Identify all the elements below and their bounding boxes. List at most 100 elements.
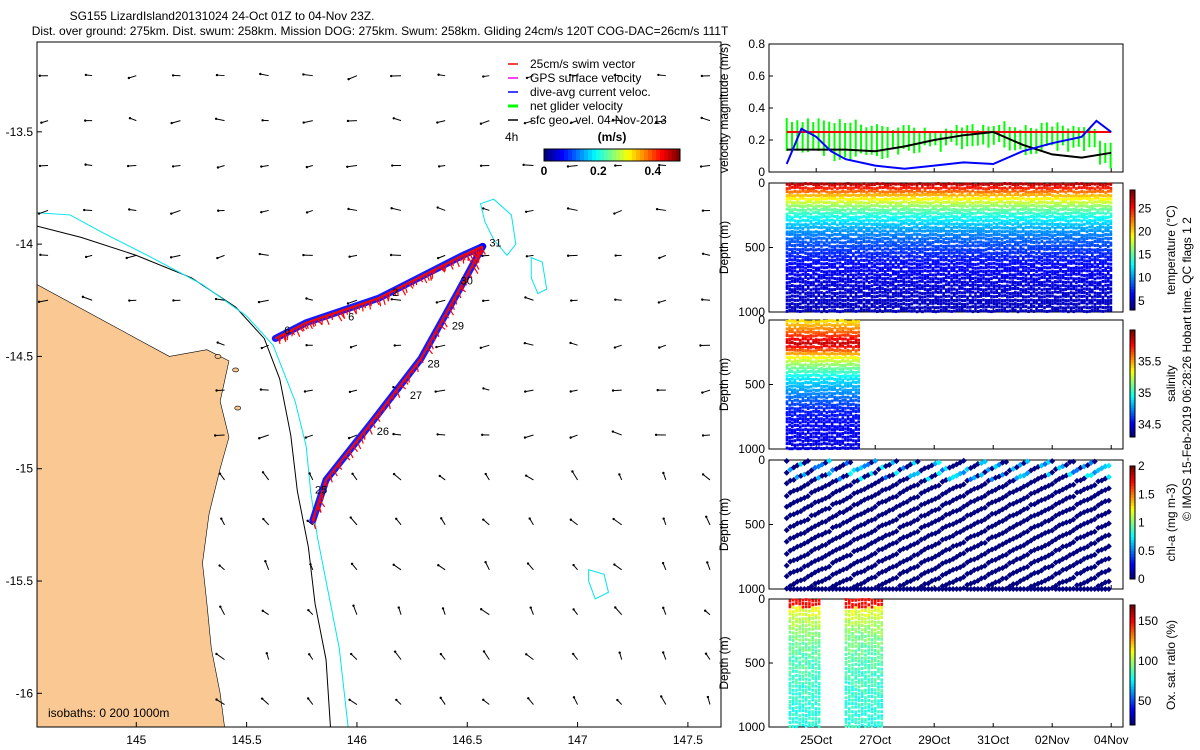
temperature-point: [894, 270, 898, 274]
temperature-point: [785, 244, 789, 248]
temperature-point: [868, 276, 871, 280]
temperature-point: [923, 229, 927, 233]
temperature-point: [875, 201, 879, 205]
temperature-point: [921, 190, 924, 194]
temperature-point: [982, 232, 985, 236]
isobath-label: isobaths: 0 200 1000m: [48, 706, 169, 720]
colorbar-swatch: [580, 149, 585, 161]
temperature-point: [822, 301, 826, 305]
geo-vector-head: [572, 563, 575, 567]
temperature-point: [814, 230, 818, 234]
temperature-point: [854, 250, 858, 254]
temperature-point: [1037, 286, 1041, 290]
temperature-point: [976, 186, 980, 190]
temperature-point: [894, 215, 898, 219]
temperature-point: [1008, 185, 1012, 189]
temperature-point: [822, 284, 826, 288]
temperature-point: [905, 254, 908, 258]
temperature-point: [830, 197, 834, 201]
temperature-point: [814, 252, 818, 256]
temperature-point: [1053, 270, 1057, 274]
legend-note: 4h: [505, 130, 518, 144]
temperature-point: [907, 305, 911, 309]
temperature-point: [987, 194, 991, 198]
temperature-point: [1011, 299, 1014, 303]
temperature-point: [1096, 208, 1099, 212]
temperature-point: [1067, 305, 1070, 309]
temperature-point: [793, 183, 797, 187]
temperature-point: [976, 305, 980, 309]
temperature-point: [1043, 196, 1046, 200]
temperature-point: [875, 234, 879, 238]
temperature-point: [1061, 194, 1065, 198]
temperature-point: [806, 226, 810, 230]
temperature-point: [814, 284, 818, 288]
temperature-point: [955, 236, 959, 240]
temperature-point: [1059, 284, 1062, 288]
temperature-point: [982, 229, 985, 233]
temperature-point: [974, 211, 977, 215]
temperature-point: [806, 211, 810, 215]
temperature-point: [1067, 248, 1070, 252]
temperature-point: [987, 190, 991, 194]
temperature-point: [1024, 279, 1028, 283]
temperature-point: [798, 226, 802, 230]
temperature-point: [822, 201, 826, 205]
temperature-point: [1083, 279, 1086, 283]
temperature-point: [1096, 276, 1099, 280]
temperature-point: [1083, 252, 1086, 256]
temperature-point: [791, 279, 794, 283]
temperature-point: [1053, 233, 1057, 237]
temperature-point: [942, 284, 945, 288]
temperature-point: [836, 287, 839, 291]
temperature-point: [838, 261, 842, 265]
temperature-point: [817, 194, 821, 198]
temperature-point: [873, 295, 876, 299]
temperature-point: [1067, 261, 1070, 265]
temperature-point: [1043, 183, 1046, 187]
temperature-point: [899, 305, 903, 309]
temperature-point: [894, 207, 898, 211]
temperature-point: [1096, 265, 1099, 269]
temperature-point: [905, 298, 908, 302]
temperature-point: [1032, 230, 1036, 234]
colorbar-swatch: [552, 149, 557, 161]
temperature-point: [931, 226, 935, 230]
temperature-point: [918, 198, 922, 202]
temperature-point: [1072, 197, 1076, 201]
temperature-point: [1043, 273, 1046, 277]
temperature-point: [995, 190, 999, 194]
temperature-point: [836, 203, 839, 207]
temperature-point: [806, 258, 810, 262]
temperature-point: [945, 222, 948, 226]
swim-vector: [429, 341, 434, 350]
temperature-point: [1096, 211, 1099, 215]
temperature-point: [854, 255, 858, 259]
temperature-point: [828, 200, 831, 204]
temperature-point: [1011, 183, 1014, 187]
temperature-point: [990, 223, 993, 227]
geo-vector: [437, 254, 446, 259]
temperature-point: [915, 269, 919, 273]
temperature-point: [902, 283, 906, 287]
temperature-point: [886, 295, 890, 299]
temperature-point: [865, 222, 868, 226]
temperature-point: [868, 287, 871, 291]
temperature-point: [1072, 291, 1076, 295]
swim-vector: [449, 261, 454, 270]
temperature-point: [841, 218, 845, 222]
temperature-point: [984, 212, 988, 216]
geo-vector: [524, 434, 534, 439]
temperature-point: [1056, 255, 1060, 259]
temperature-point: [878, 193, 882, 197]
temperature-point: [875, 295, 879, 299]
swim-vector: [356, 440, 362, 450]
temperature-point: [934, 310, 937, 314]
temperature-point: [950, 218, 953, 222]
temperature-point: [945, 215, 948, 219]
temperature-point: [990, 298, 993, 302]
temperature-point: [1032, 301, 1036, 305]
temperature-point: [1000, 243, 1004, 247]
temperature-point: [846, 248, 850, 252]
temperature-point: [915, 286, 919, 290]
